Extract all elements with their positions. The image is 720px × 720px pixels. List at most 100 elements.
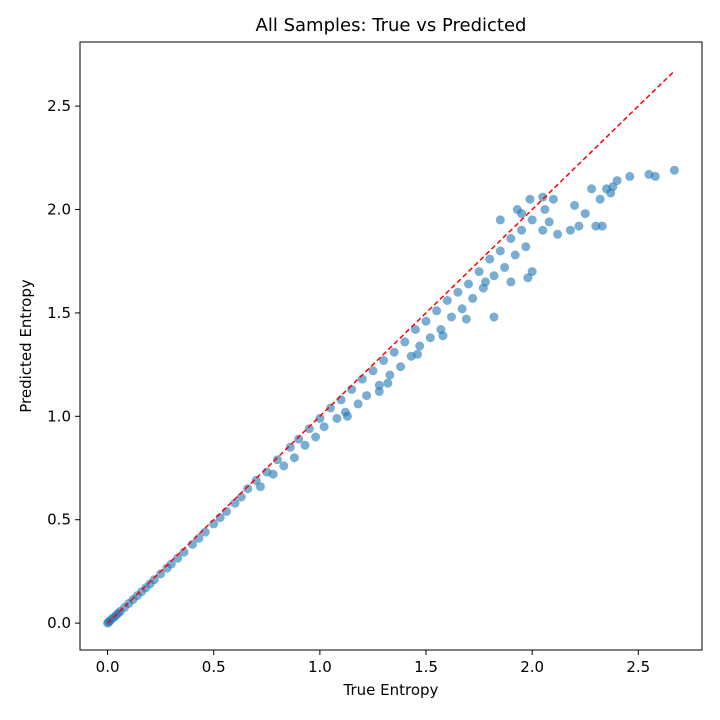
- data-point: [553, 229, 563, 239]
- data-point: [272, 455, 282, 465]
- data-point: [597, 221, 607, 231]
- data-point: [396, 362, 406, 372]
- x-tick-label: 1.0: [308, 658, 332, 676]
- data-point: [413, 349, 422, 359]
- data-point: [580, 209, 590, 219]
- data-point: [453, 287, 463, 297]
- data-point: [389, 347, 399, 357]
- data-point: [517, 209, 527, 219]
- data-point: [289, 453, 299, 463]
- data-point: [481, 277, 490, 287]
- data-point: [400, 337, 410, 347]
- data-point: [489, 312, 499, 322]
- x-tick-label: 2.0: [520, 658, 544, 676]
- x-tick-label: 2.5: [626, 658, 650, 676]
- data-point: [474, 267, 484, 277]
- data-point: [587, 184, 597, 194]
- data-point: [268, 469, 278, 479]
- data-point: [442, 296, 452, 305]
- data-point: [374, 380, 384, 390]
- data-point: [438, 331, 448, 341]
- data-point: [608, 182, 618, 192]
- data-point: [319, 422, 329, 432]
- data-point: [343, 411, 352, 421]
- data-point: [279, 461, 289, 471]
- data-point: [538, 192, 548, 202]
- data-point: [489, 271, 499, 281]
- data-point: [300, 440, 310, 450]
- data-point: [379, 356, 389, 365]
- data-point: [362, 391, 372, 401]
- x-tick-label: 0.5: [202, 658, 226, 676]
- data-point: [540, 205, 550, 214]
- data-point: [332, 413, 342, 423]
- data-point: [315, 413, 325, 423]
- data-point: [311, 432, 321, 442]
- data-point: [156, 569, 166, 579]
- y-tick-label: 0.0: [47, 614, 71, 632]
- data-point: [447, 312, 456, 322]
- data-point: [415, 341, 425, 351]
- data-point: [285, 442, 295, 452]
- data-point: [166, 559, 176, 569]
- data-point: [374, 387, 384, 396]
- data-point: [461, 314, 471, 324]
- data-point: [353, 399, 363, 409]
- data-point: [383, 378, 393, 388]
- data-point: [336, 395, 346, 405]
- data-point: [230, 498, 240, 508]
- data-point: [506, 277, 516, 287]
- data-point: [410, 325, 420, 334]
- data-point: [570, 200, 580, 210]
- data-point: [432, 306, 442, 316]
- data-point: [565, 225, 575, 235]
- data-point: [495, 215, 505, 225]
- data-point: [421, 316, 431, 326]
- y-tick-label: 2.0: [47, 201, 71, 219]
- data-point: [425, 333, 435, 343]
- data-point: [255, 482, 265, 492]
- y-tick-label: 0.5: [47, 511, 71, 529]
- data-point: [468, 293, 478, 303]
- plot-frame: [79, 41, 703, 651]
- data-point: [523, 273, 533, 283]
- data-point: [495, 246, 505, 256]
- y-axis: 0.0 0.5 1.0 1.5 2.0 2.5: [47, 97, 80, 632]
- data-point: [236, 492, 246, 502]
- data-point: [326, 403, 335, 413]
- points-layer: [103, 165, 679, 628]
- data-point: [574, 221, 584, 231]
- data-point: [527, 215, 537, 225]
- data-point: [538, 225, 548, 235]
- data-point: [510, 250, 520, 260]
- data-point: [506, 234, 516, 243]
- data-point: [173, 553, 183, 563]
- data-point: [591, 221, 601, 231]
- data-point: [200, 527, 210, 537]
- data-point: [294, 434, 304, 444]
- data-point: [525, 194, 535, 204]
- x-axis-label: True Entropy: [343, 681, 439, 699]
- data-point: [521, 242, 531, 252]
- data-point: [517, 225, 527, 235]
- x-tick-label: 0.0: [96, 658, 120, 676]
- data-point: [304, 424, 314, 434]
- data-point: [669, 165, 679, 175]
- y-tick-label: 1.5: [47, 304, 71, 322]
- data-point: [625, 171, 635, 181]
- data-point: [457, 304, 467, 314]
- x-tick-label: 1.5: [414, 658, 438, 676]
- y-axis-label: Predicted Entropy: [17, 279, 35, 413]
- data-point: [464, 279, 473, 289]
- data-point: [385, 370, 395, 380]
- chart-title: All Samples: True vs Predicted: [256, 15, 527, 36]
- data-point: [544, 217, 554, 227]
- data-point: [368, 366, 378, 376]
- data-point: [243, 484, 253, 494]
- data-point: [149, 575, 159, 585]
- data-point: [650, 171, 660, 181]
- data-point: [548, 194, 558, 204]
- reference-line: [107, 70, 675, 624]
- data-point: [485, 254, 495, 264]
